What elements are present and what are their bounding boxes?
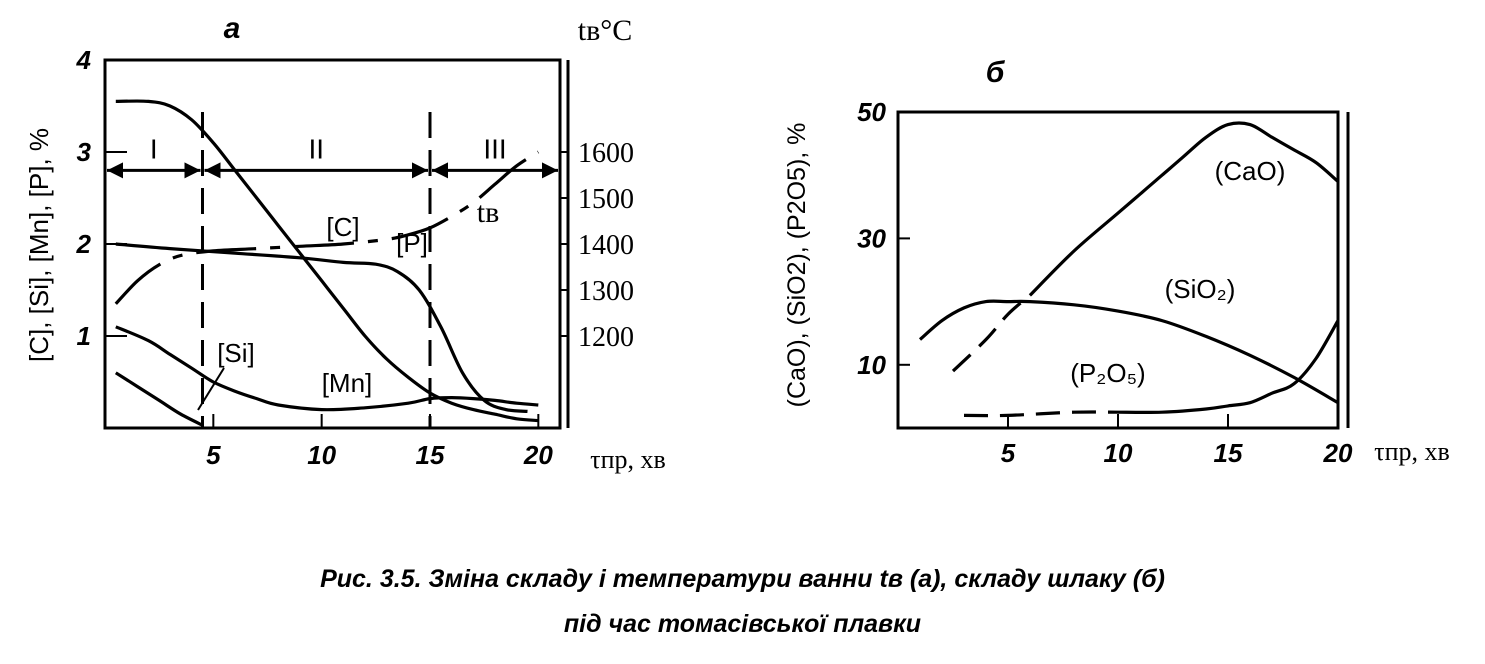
x-tick-label: 15 bbox=[1214, 438, 1243, 468]
x-tick-label: 10 bbox=[1104, 438, 1133, 468]
y2-tick-label: 1600 bbox=[578, 138, 634, 169]
panel-a-y-ticks: 1 2 3 4 bbox=[76, 45, 127, 351]
y-tick-label: 2 bbox=[76, 229, 92, 259]
panel-a-periods: I II III bbox=[107, 112, 558, 428]
series-line-Si bbox=[114, 371, 204, 427]
period-arrowhead bbox=[204, 162, 221, 179]
panel-b-x-ticks: 5 10 15 20 bbox=[1001, 414, 1353, 468]
series-line-P2O5-dashed bbox=[963, 410, 1119, 418]
y-tick-label: 50 bbox=[857, 97, 886, 127]
si-label-leader bbox=[197, 367, 225, 411]
figure-caption-line-1: Рис. 3.5. Зміна складу і температури ван… bbox=[320, 565, 1165, 593]
series-line-CaO bbox=[1028, 121, 1340, 297]
panel-b-label: б bbox=[986, 56, 1006, 89]
series-line-C bbox=[115, 99, 539, 423]
series-label-P2O5: (P₂O₅) bbox=[1070, 358, 1145, 388]
x-tick-label: 10 bbox=[307, 440, 336, 470]
y2-tick-label: 1500 bbox=[578, 184, 634, 215]
panel-b-y-ticks: 10 30 50 bbox=[857, 97, 910, 380]
series-label-SiO2: (SiO₂) bbox=[1165, 274, 1236, 304]
panel-a-label: а bbox=[224, 12, 241, 45]
y2-tick-label: 1300 bbox=[578, 276, 634, 307]
period-arrowhead bbox=[412, 162, 428, 179]
series-line-P2O5 bbox=[1117, 319, 1340, 415]
panel-b: б 5 10 15 20 10 30 50 (CaO), (SiO2), (P2O5), … bbox=[783, 56, 1450, 468]
y-tick-label: 1 bbox=[77, 321, 91, 351]
series-label-Si: [Si] bbox=[217, 338, 255, 368]
period-arrowhead bbox=[107, 162, 123, 179]
period-arrowhead bbox=[542, 162, 558, 179]
x-tick-label: 15 bbox=[416, 440, 445, 470]
panel-a-series bbox=[114, 99, 540, 427]
x-tick-label: 20 bbox=[1323, 438, 1353, 468]
period-label: II bbox=[308, 133, 324, 164]
panel-a-y2-ticks: 1200 1300 1400 1500 1600 bbox=[560, 138, 634, 353]
panel-b-series bbox=[918, 121, 1340, 418]
x-tick-label: 5 bbox=[1001, 438, 1016, 468]
panel-a-x-ticks: 5 10 15 20 bbox=[206, 414, 553, 470]
period-label: III bbox=[483, 133, 506, 164]
period-arrowhead bbox=[184, 162, 201, 179]
series-label-CaO: (CaO) bbox=[1215, 156, 1286, 186]
period-arrowhead bbox=[432, 162, 448, 179]
period-label: I bbox=[150, 133, 158, 164]
figure-caption-line-2: під час томасівської плавки bbox=[563, 610, 922, 638]
series-line-Mn bbox=[115, 325, 539, 412]
panel-a-ylabel: [C], [Si], [Mn], [P], % bbox=[24, 128, 54, 362]
series-label-Mn: [Mn] bbox=[322, 368, 373, 398]
series-label-C: [C] bbox=[326, 212, 359, 242]
y-tick-label: 10 bbox=[857, 350, 886, 380]
y-tick-label: 30 bbox=[857, 223, 886, 253]
x-tick-label: 5 bbox=[206, 440, 221, 470]
series-line-CaO-dashed bbox=[951, 294, 1032, 373]
panel-a-y2label: tв°C bbox=[578, 14, 633, 47]
panel-b-ylabel: (CaO), (SiO2), (P2O5), % bbox=[783, 123, 811, 408]
series-line-tв bbox=[114, 150, 540, 305]
series-line-SiO2 bbox=[918, 299, 1339, 405]
y2-tick-label: 1200 bbox=[578, 322, 634, 353]
y-tick-label: 3 bbox=[77, 137, 92, 167]
panel-a-xlabel: τпр, хв bbox=[590, 445, 666, 474]
y-tick-label: 4 bbox=[76, 45, 92, 75]
x-tick-label: 20 bbox=[523, 440, 553, 470]
series-label-tv: tв bbox=[477, 196, 500, 229]
panel-b-xlabel: τпр, хв bbox=[1374, 437, 1450, 466]
y2-tick-label: 1400 bbox=[578, 230, 634, 261]
series-label-P: [P] bbox=[396, 228, 428, 258]
